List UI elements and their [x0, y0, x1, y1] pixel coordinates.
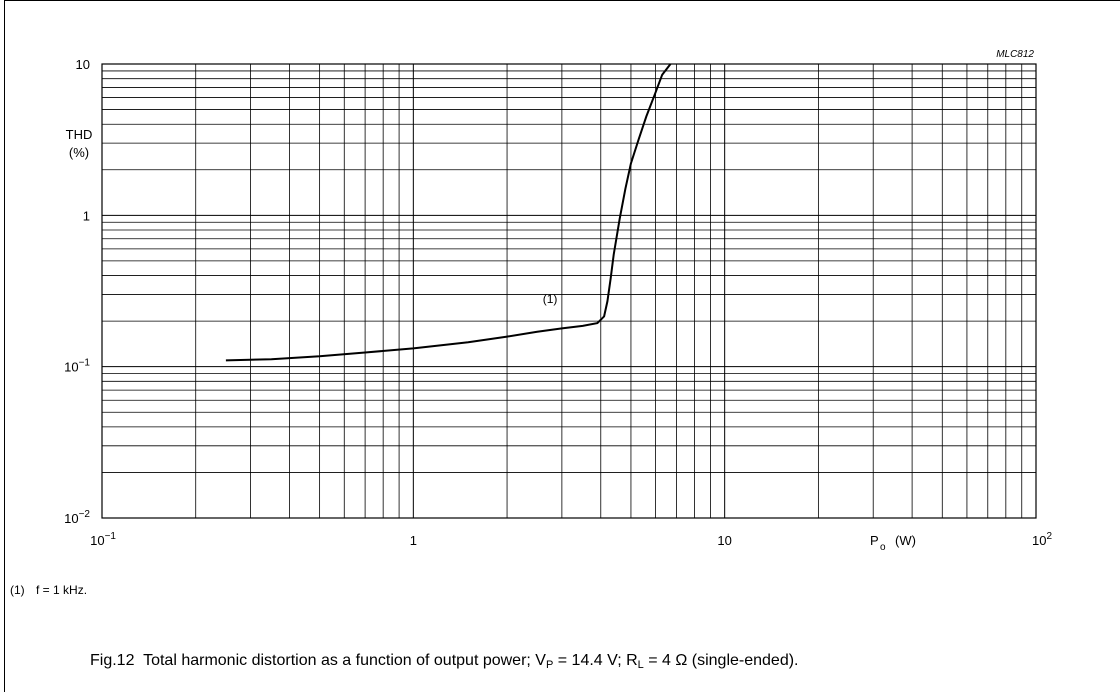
- y-axis-label: THD: [66, 127, 93, 142]
- caption-sub-b: L: [637, 659, 644, 671]
- caption-sub-a: P: [545, 659, 554, 671]
- caption-text-a: Total harmonic distortion as a function …: [143, 652, 546, 669]
- figure-caption: Fig.12 Total harmonic distortion as a fu…: [90, 652, 799, 671]
- figure-id-label: MLC812: [996, 49, 1034, 60]
- chart-grid: [101, 64, 1036, 519]
- footnote: (1) f = 1 kHz.: [10, 583, 87, 597]
- y-tick-label: 10−2: [64, 509, 90, 526]
- footnote-text: f = 1 kHz.: [36, 583, 88, 597]
- x-axis-label: P o (W): [870, 533, 916, 553]
- figure-frame: [4, 0, 1120, 692]
- thd-curve: [225, 63, 672, 362]
- y-tick-label: 10: [76, 57, 90, 72]
- caption-text-c: = 4 Ω (single-ended).: [643, 652, 799, 669]
- y-tick-label: 1: [83, 208, 90, 223]
- x-tick-label: 10−1: [90, 531, 116, 548]
- x-tick-label: 10: [717, 533, 731, 548]
- y-tick-label: 10−1: [64, 358, 90, 375]
- svg-text:(W): (W): [895, 533, 916, 548]
- x-tick-label: 102: [1032, 531, 1052, 548]
- plot-area-border: [101, 63, 1037, 519]
- y-axis-unit: (%): [69, 145, 89, 160]
- x-tick-label: 1: [410, 533, 417, 548]
- svg-text:P: P: [870, 533, 879, 548]
- curve-annotation: (1): [543, 292, 558, 306]
- caption-fig-number: Fig.12: [90, 652, 135, 669]
- y-tick-labels: 10 1 10−1 10−2: [64, 57, 90, 526]
- caption-text-b: = 14.4 V; R: [553, 652, 638, 669]
- x-tick-labels: 10−1 1 10 102: [90, 531, 1052, 548]
- plot-border: [101, 63, 1037, 519]
- footnote-tag: (1): [10, 583, 25, 597]
- svg-text:o: o: [880, 542, 886, 553]
